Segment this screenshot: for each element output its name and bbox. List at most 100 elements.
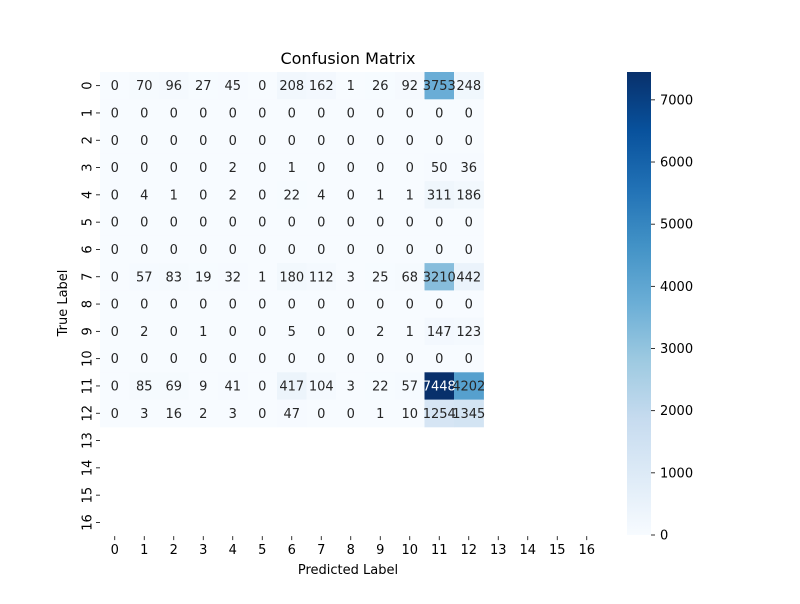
cell-label-r4-c9: 1 (376, 188, 384, 203)
cell-label-r7-c4: 32 (224, 270, 241, 285)
heatmap-cell-r1-c4 (218, 99, 248, 127)
cell-label-r2-c6: 0 (288, 134, 296, 149)
cell-label-r4-c0: 0 (111, 188, 119, 203)
cell-label-r0-c11: 3753 (423, 79, 456, 94)
cell-label-r0-c7: 162 (309, 79, 334, 94)
heatmap-cell-r0-c10 (395, 72, 425, 100)
heatmap-cell-r8-c5 (247, 290, 278, 319)
heatmap-cell-r8-c7 (306, 290, 337, 319)
heatmap-cell-r2-c7 (306, 126, 337, 155)
cell-label-r7-c12: 442 (456, 270, 481, 285)
colorbar-tick-label-2000: 2000 (660, 404, 693, 419)
cell-label-r2-c12: 0 (465, 134, 473, 149)
heatmap-cell-r1-c11 (424, 99, 455, 127)
cell-label-r11-c7: 104 (309, 379, 334, 394)
heatmap-cell-r11-c8 (336, 372, 366, 400)
cell-label-r12-c3: 2 (199, 407, 207, 422)
cell-label-r6-c1: 0 (140, 243, 148, 258)
cell-label-r9-c7: 0 (317, 325, 325, 340)
y-tick-label-12: 12 (81, 405, 96, 422)
cell-label-r1-c7: 0 (317, 106, 325, 121)
cell-label-r4-c3: 0 (199, 188, 207, 203)
y-tick-label-5: 5 (81, 218, 96, 226)
cell-label-r11-c5: 0 (258, 379, 266, 394)
cell-label-r6-c5: 0 (258, 243, 266, 258)
cell-label-r8-c6: 0 (288, 298, 296, 313)
cell-label-r7-c8: 3 (347, 270, 355, 285)
cell-label-r12-c6: 47 (283, 407, 300, 422)
cell-label-r10-c3: 0 (199, 352, 207, 367)
cell-label-r6-c3: 0 (199, 243, 207, 258)
y-tick-label-1: 1 (81, 109, 96, 117)
y-tick-label-8: 8 (81, 300, 96, 308)
cell-label-r8-c10: 0 (406, 298, 414, 313)
cell-label-r4-c7: 4 (317, 188, 325, 203)
cell-label-r0-c5: 0 (258, 79, 266, 94)
cell-label-r8-c3: 0 (199, 298, 207, 313)
heatmap-cell-r5-c4 (218, 208, 248, 237)
x-tick-label-2: 2 (170, 543, 178, 558)
heatmap-cell-r4-c2 (159, 181, 189, 209)
cell-label-r8-c2: 0 (170, 298, 178, 313)
heatmap-cell-r5-c9 (365, 208, 396, 237)
cell-label-r0-c2: 96 (165, 79, 182, 94)
heatmap-cell-r9-c9 (365, 317, 396, 346)
heatmap-cell-r10-c1 (129, 345, 160, 373)
cell-label-r1-c9: 0 (376, 106, 384, 121)
heatmap-cell-r5-c7 (306, 208, 337, 237)
cell-label-r11-c4: 41 (224, 379, 241, 394)
heatmap-cell-r2-c6 (277, 126, 307, 155)
cell-label-r2-c10: 0 (406, 134, 414, 149)
heatmap-cell-r12-c1 (129, 399, 160, 428)
x-tick-label-0: 0 (111, 543, 119, 558)
heatmap-cell-r2-c12 (454, 126, 484, 155)
cell-label-r1-c11: 0 (435, 106, 443, 121)
cell-label-r9-c11: 147 (427, 325, 452, 340)
cell-label-r0-c1: 70 (136, 79, 153, 94)
heatmap-cell-r11-c9 (365, 372, 396, 400)
cell-label-r12-c7: 0 (317, 407, 325, 422)
heatmap-cell-r0-c5 (247, 72, 278, 100)
x-tick-label-11: 11 (431, 543, 448, 558)
cell-label-r11-c12: 4202 (452, 379, 485, 394)
cell-label-r3-c3: 0 (199, 161, 207, 176)
cell-label-r6-c8: 0 (347, 243, 355, 258)
cell-label-r4-c11: 311 (427, 188, 452, 203)
cell-label-r1-c4: 0 (229, 106, 237, 121)
heatmap-cell-r12-c10 (395, 399, 425, 428)
heatmap-cell-r10-c11 (424, 345, 455, 373)
heatmap-cell-r2-c0 (100, 126, 130, 155)
heatmap-cell-r7-c10 (395, 263, 425, 291)
heatmap-cell-r9-c2 (159, 317, 189, 346)
heatmap-cell-r12-c8 (336, 399, 366, 428)
cell-label-r11-c1: 85 (136, 379, 153, 394)
cell-label-r2-c4: 0 (229, 134, 237, 149)
cell-label-r1-c3: 0 (199, 106, 207, 121)
heatmap-cell-r11-c3 (188, 372, 219, 400)
y-tick-label-7: 7 (81, 273, 96, 281)
heatmap-cell-r10-c10 (395, 345, 425, 373)
heatmap-cell-r10-c6 (277, 345, 307, 373)
cell-label-r1-c12: 0 (465, 106, 473, 121)
heatmap-cell-r4-c1 (129, 181, 160, 209)
heatmap-cell-r1-c2 (159, 99, 189, 127)
cell-label-r12-c2: 16 (165, 407, 182, 422)
heatmap-cell-r11-c0 (100, 372, 130, 400)
y-tick-label-11: 11 (81, 378, 96, 395)
heatmap-cell-r6-c12 (454, 235, 484, 264)
cell-label-r3-c12: 36 (460, 161, 477, 176)
cell-label-r11-c3: 9 (199, 379, 207, 394)
heatmap-cell-r5-c8 (336, 208, 366, 237)
heatmap-cell-r3-c2 (159, 153, 189, 182)
cell-label-r7-c3: 19 (195, 270, 212, 285)
heatmap-cell-r2-c4 (218, 126, 248, 155)
cell-label-r0-c12: 248 (456, 79, 481, 94)
heatmap-cell-r3-c11 (424, 153, 455, 182)
cell-label-r8-c12: 0 (465, 298, 473, 313)
x-tick-label-3: 3 (199, 543, 207, 558)
cell-label-r5-c8: 0 (347, 216, 355, 231)
heatmap-cell-r12-c12 (454, 399, 484, 428)
